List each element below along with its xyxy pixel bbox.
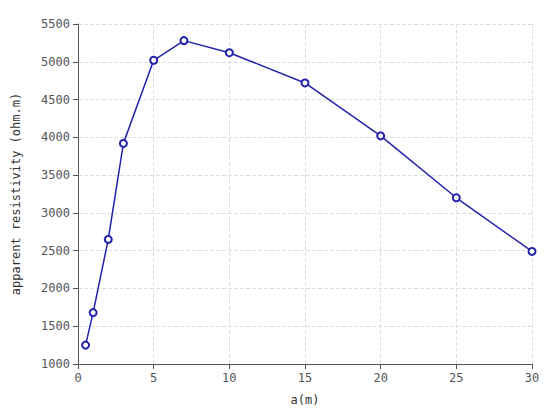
svg-text:30: 30 bbox=[525, 371, 539, 385]
svg-text:1000: 1000 bbox=[41, 357, 70, 371]
svg-text:5000: 5000 bbox=[41, 55, 70, 69]
svg-text:5: 5 bbox=[150, 371, 157, 385]
svg-text:5500: 5500 bbox=[41, 17, 70, 31]
svg-text:3500: 3500 bbox=[41, 168, 70, 182]
svg-text:0: 0 bbox=[74, 371, 81, 385]
svg-text:4000: 4000 bbox=[41, 130, 70, 144]
svg-text:10: 10 bbox=[222, 371, 236, 385]
svg-text:20: 20 bbox=[373, 371, 387, 385]
svg-text:2000: 2000 bbox=[41, 281, 70, 295]
svg-text:2500: 2500 bbox=[41, 244, 70, 258]
svg-text:25: 25 bbox=[449, 371, 463, 385]
svg-text:3000: 3000 bbox=[41, 206, 70, 220]
svg-text:4500: 4500 bbox=[41, 93, 70, 107]
svg-text:1500: 1500 bbox=[41, 319, 70, 333]
svg-text:15: 15 bbox=[298, 371, 312, 385]
svg-text:apparent resistivity (ohm.m): apparent resistivity (ohm.m) bbox=[9, 93, 23, 295]
svg-text:a(m): a(m) bbox=[291, 393, 320, 407]
